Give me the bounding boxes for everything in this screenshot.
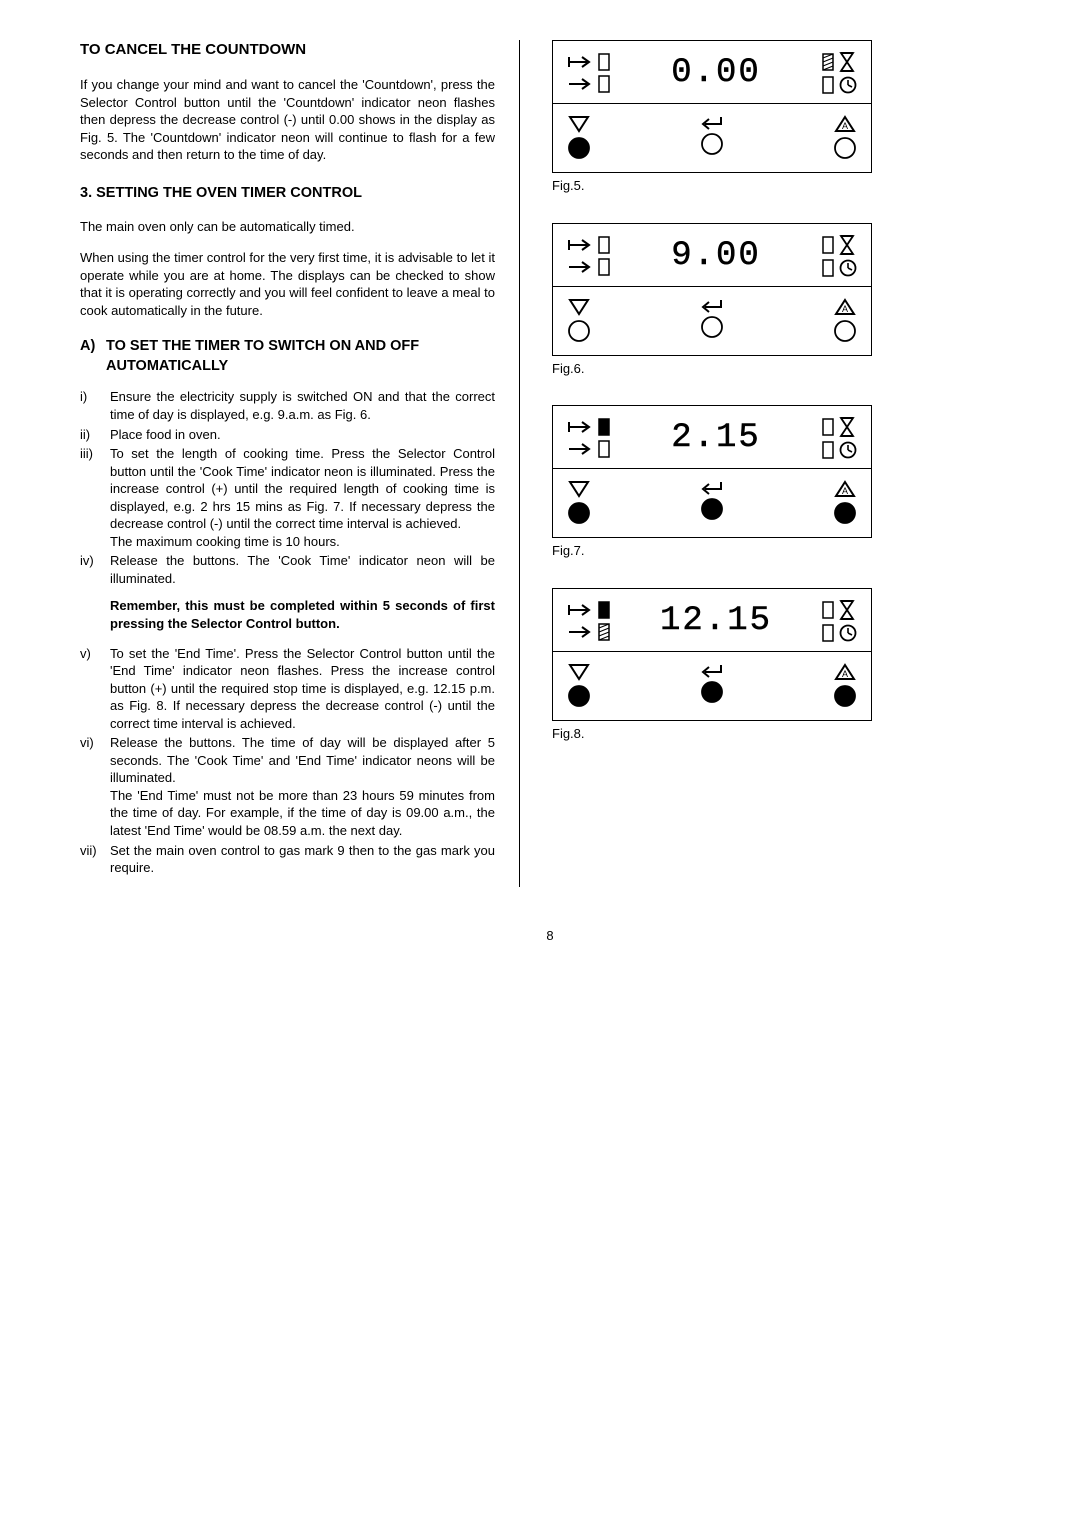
fig7-label: Fig.7. <box>552 542 1040 560</box>
heading-setting-timer: 3. SETTING THE OVEN TIMER CONTROL <box>80 184 495 204</box>
svg-text:A: A <box>842 304 848 314</box>
page-number: 8 <box>80 927 1020 945</box>
left-column: TO CANCEL THE COUNTDOWN If you change yo… <box>80 40 520 887</box>
figure-7: 2.15 A Fig.7. <box>552 405 1040 560</box>
para-first-time: When using the timer control for the ver… <box>80 249 495 319</box>
figure-8: 12.15 A Fig.8. <box>552 588 1040 743</box>
heading-cancel: TO CANCEL THE COUNTDOWN <box>80 40 495 60</box>
list-item: iii)To set the length of cooking time. P… <box>80 445 495 550</box>
right-column: 0.00 A Fig.5. 9.00 <box>544 40 1040 887</box>
list-item: iv)Release the buttons. The 'Cook Time' … <box>80 552 495 587</box>
svg-text:A: A <box>842 121 848 131</box>
para-main-oven: The main oven only can be automatically … <box>80 218 495 236</box>
svg-text:A: A <box>842 669 848 679</box>
steps-list-a: i)Ensure the electricity supply is switc… <box>80 388 495 587</box>
list-item: i)Ensure the electricity supply is switc… <box>80 388 495 423</box>
list-item: v)To set the 'End Time'. Press the Selec… <box>80 645 495 733</box>
heading-auto-label: A) <box>80 337 106 376</box>
figure-6: 9.00 A Fig.6. <box>552 223 1040 378</box>
list-item: ii)Place food in oven. <box>80 426 495 444</box>
fig8-label: Fig.8. <box>552 725 1040 743</box>
heading-auto: A) TO SET THE TIMER TO SWITCH ON AND OFF… <box>80 337 495 376</box>
heading-auto-text: TO SET THE TIMER TO SWITCH ON AND OFF AU… <box>106 337 495 376</box>
para-cancel: If you change your mind and want to canc… <box>80 76 495 164</box>
list-item: vii)Set the main oven control to gas mar… <box>80 842 495 877</box>
fig5-label: Fig.5. <box>552 177 1040 195</box>
list-item: vi)Release the buttons. The time of day … <box>80 734 495 839</box>
fig6-label: Fig.6. <box>552 360 1040 378</box>
steps-list-b: v)To set the 'End Time'. Press the Selec… <box>80 645 495 877</box>
svg-text:A: A <box>842 486 848 496</box>
remember-note: Remember, this must be completed within … <box>80 597 495 632</box>
figure-5: 0.00 A Fig.5. <box>552 40 1040 195</box>
